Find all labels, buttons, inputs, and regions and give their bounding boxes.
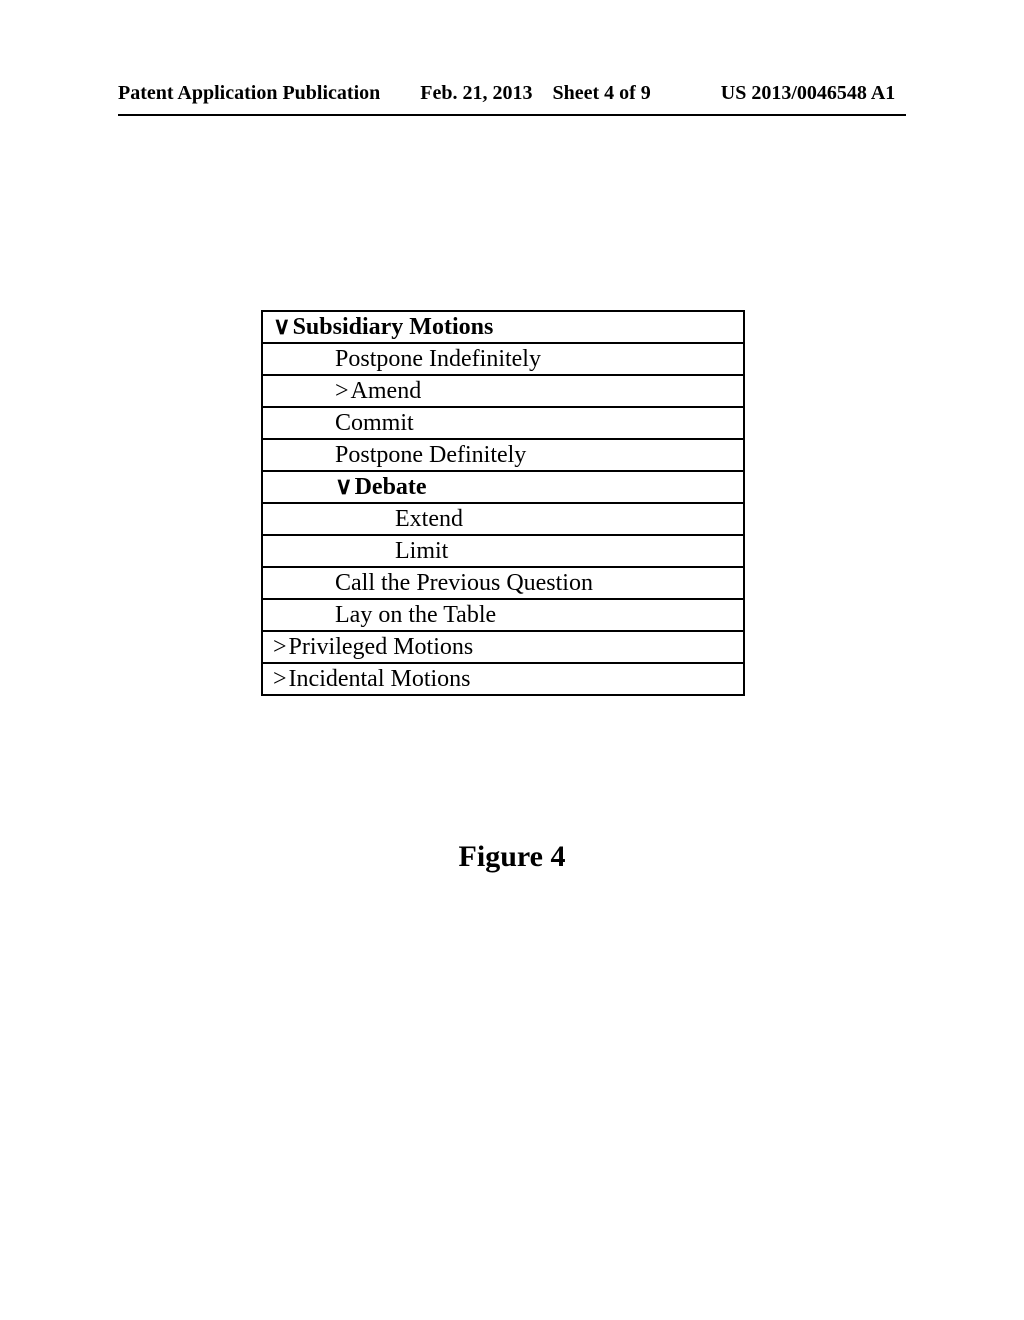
header-divider (118, 114, 906, 116)
tree-item-label: Subsidiary Motions (293, 314, 494, 340)
tree-row[interactable]: >Privileged Motions (263, 632, 743, 664)
tree-item-label: Privileged Motions (289, 634, 474, 660)
chevron-right-icon[interactable]: > (273, 667, 287, 691)
tree-row[interactable]: >Incidental Motions (263, 664, 743, 696)
chevron-right-icon[interactable]: > (273, 635, 287, 659)
tree-row: Commit (263, 408, 743, 440)
tree-item-label: Debate (355, 474, 427, 500)
publication-date: Feb. 21, 2013 (420, 82, 532, 105)
page: Patent Application Publication Feb. 21, … (0, 0, 1024, 1320)
publication-number: US 2013/0046548 A1 (721, 82, 895, 105)
tree-item-label: Limit (395, 538, 448, 564)
tree-row: Limit (263, 536, 743, 568)
tree-row: Postpone Indefinitely (263, 344, 743, 376)
tree-item-label: Extend (395, 506, 463, 532)
chevron-down-icon[interactable]: ∨ (273, 315, 291, 339)
tree-item-label: Postpone Definitely (335, 442, 526, 468)
tree-item-label: Lay on the Table (335, 602, 496, 628)
tree-item-label: Commit (335, 410, 414, 436)
chevron-down-icon[interactable]: ∨ (335, 475, 353, 499)
tree-item-label: Incidental Motions (289, 666, 471, 692)
tree-row[interactable]: ∨Subsidiary Motions (263, 312, 743, 344)
chevron-right-icon[interactable]: > (335, 379, 349, 403)
tree-row: Lay on the Table (263, 600, 743, 632)
tree-row: Extend (263, 504, 743, 536)
tree-row: Call the Previous Question (263, 568, 743, 600)
tree-row[interactable]: >Amend (263, 376, 743, 408)
motions-tree: ∨Subsidiary MotionsPostpone Indefinitely… (261, 310, 745, 696)
tree-item-label: Amend (351, 378, 422, 404)
publication-type: Patent Application Publication (118, 82, 380, 105)
tree-row[interactable]: ∨Debate (263, 472, 743, 504)
tree-item-label: Postpone Indefinitely (335, 346, 541, 372)
tree-row: Postpone Definitely (263, 440, 743, 472)
figure-caption: Figure 4 (0, 840, 1024, 874)
page-header: Patent Application Publication Feb. 21, … (0, 82, 1024, 105)
sheet-number: Sheet 4 of 9 (552, 82, 650, 105)
tree-item-label: Call the Previous Question (335, 570, 593, 596)
